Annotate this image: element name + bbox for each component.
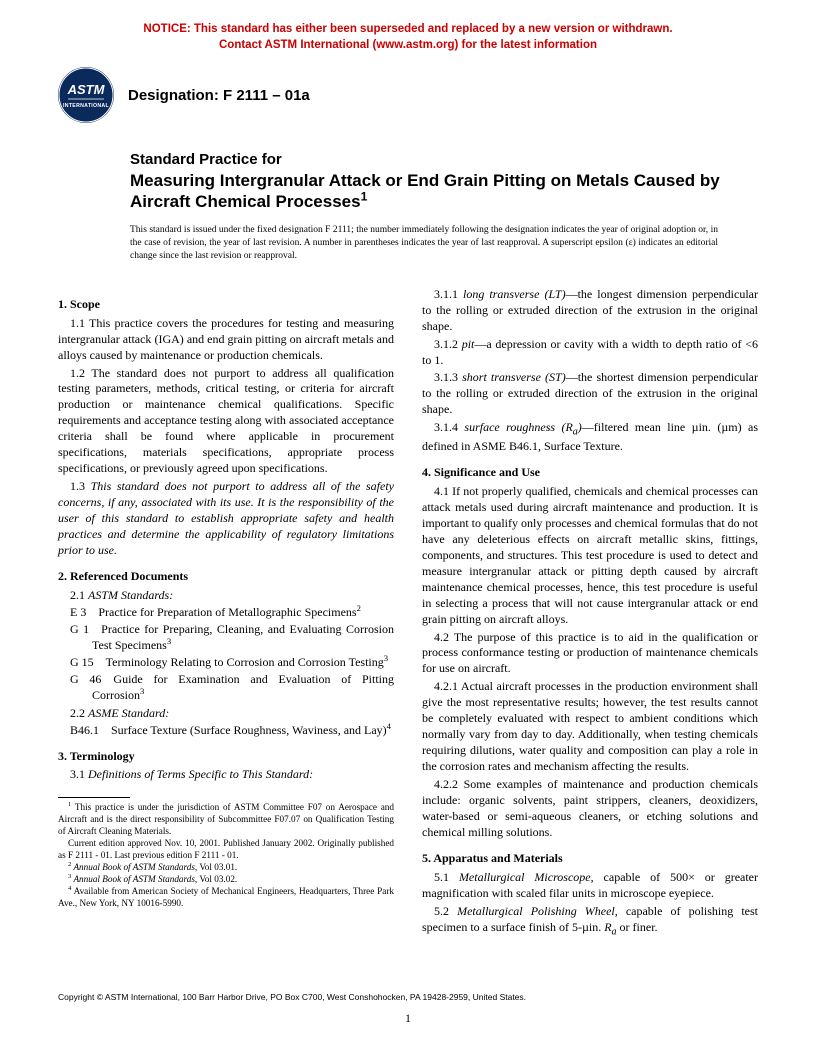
issuance-note: This standard is issued under the fixed …: [130, 224, 718, 262]
footnote-1b: Current edition approved Nov. 10, 2001. …: [58, 838, 394, 862]
left-column: 1. Scope 1.1 This practice covers the pr…: [58, 287, 394, 941]
para-5-1: 5.1 Metallurgical Microscope, capable of…: [422, 870, 758, 902]
footnote-3: 3 Annual Book of ASTM Standards, Vol 03.…: [58, 874, 394, 886]
notice-line1: NOTICE: This standard has either been su…: [143, 23, 672, 35]
para-3-1-3: 3.1.3 short transverse (ST)—the shortest…: [422, 370, 758, 418]
para-3-1-1: 3.1.1 long transverse (LT)—the longest d…: [422, 287, 758, 335]
title-main: Measuring Intergranular Attack or End Gr…: [130, 170, 738, 213]
body-columns: 1. Scope 1.1 This practice covers the pr…: [58, 287, 758, 941]
para-4-2: 4.2 The purpose of this practice is to a…: [422, 630, 758, 678]
footnote-2: 2 Annual Book of ASTM Standards, Vol 03.…: [58, 862, 394, 874]
para-1-3-num: 1.3: [70, 479, 91, 493]
para-1-3-body: This standard does not purport to addres…: [58, 479, 394, 557]
copyright: Copyright © ASTM International, 100 Barr…: [58, 992, 758, 1002]
footnote-rule: [58, 797, 130, 798]
notice-banner: NOTICE: This standard has either been su…: [58, 0, 758, 61]
right-column: 3.1.1 long transverse (LT)—the longest d…: [422, 287, 758, 941]
section-5-head: 5. Apparatus and Materials: [422, 851, 758, 867]
para-1-1: 1.1 This practice covers the procedures …: [58, 316, 394, 364]
sub-2-1: 2.1 ASTM Standards:: [70, 588, 394, 604]
footnote-1: 1 This practice is under the jurisdictio…: [58, 802, 394, 838]
header-row: ASTM INTERNATIONAL Designation: F 2111 –…: [58, 67, 758, 123]
para-3-1-4: 3.1.4 surface roughness (Ra)—filtered me…: [422, 420, 758, 455]
para-4-2-2: 4.2.2 Some examples of maintenance and p…: [422, 777, 758, 841]
ref-e3: E 3 Practice for Preparation of Metallog…: [70, 605, 394, 621]
svg-text:INTERNATIONAL: INTERNATIONAL: [63, 103, 109, 109]
para-3-1: 3.1 Definitions of Terms Specific to Thi…: [58, 767, 394, 783]
para-1-2: 1.2 The standard does not purport to add…: [58, 366, 394, 478]
title-main-text: Measuring Intergranular Attack or End Gr…: [130, 171, 720, 211]
ref-g1: G 1 Practice for Preparing, Cleaning, an…: [70, 622, 394, 654]
para-1-3: 1.3 This standard does not purport to ad…: [58, 479, 394, 559]
svg-text:ASTM: ASTM: [67, 82, 106, 97]
ref-g46: G 46 Guide for Examination and Evaluatio…: [70, 672, 394, 704]
section-2-head: 2. Referenced Documents: [58, 569, 394, 585]
astm-logo: ASTM INTERNATIONAL: [58, 67, 114, 123]
title-block: Standard Practice for Measuring Intergra…: [130, 151, 738, 212]
designation: Designation: F 2111 – 01a: [128, 87, 310, 104]
para-4-1: 4.1 If not properly qualified, chemicals…: [422, 484, 758, 628]
para-4-2-1: 4.2.1 Actual aircraft processes in the p…: [422, 679, 758, 775]
section-3-head: 3. Terminology: [58, 749, 394, 765]
footnote-4: 4 Available from American Society of Mec…: [58, 886, 394, 910]
notice-line2: Contact ASTM International (www.astm.org…: [219, 39, 597, 51]
page-number: 1: [0, 1011, 816, 1026]
ref-g15: G 15 Terminology Relating to Corrosion a…: [70, 655, 394, 671]
ref-b46: B46.1 Surface Texture (Surface Roughness…: [70, 723, 394, 739]
section-4-head: 4. Significance and Use: [422, 465, 758, 481]
para-5-2: 5.2 Metallurgical Polishing Wheel, capab…: [422, 904, 758, 939]
title-prefix: Standard Practice for: [130, 151, 738, 170]
para-3-1-2: 3.1.2 pit—a depression or cavity with a …: [422, 337, 758, 369]
title-sup: 1: [361, 189, 368, 203]
sub-2-2: 2.2 ASME Standard:: [70, 706, 394, 722]
section-1-head: 1. Scope: [58, 297, 394, 313]
